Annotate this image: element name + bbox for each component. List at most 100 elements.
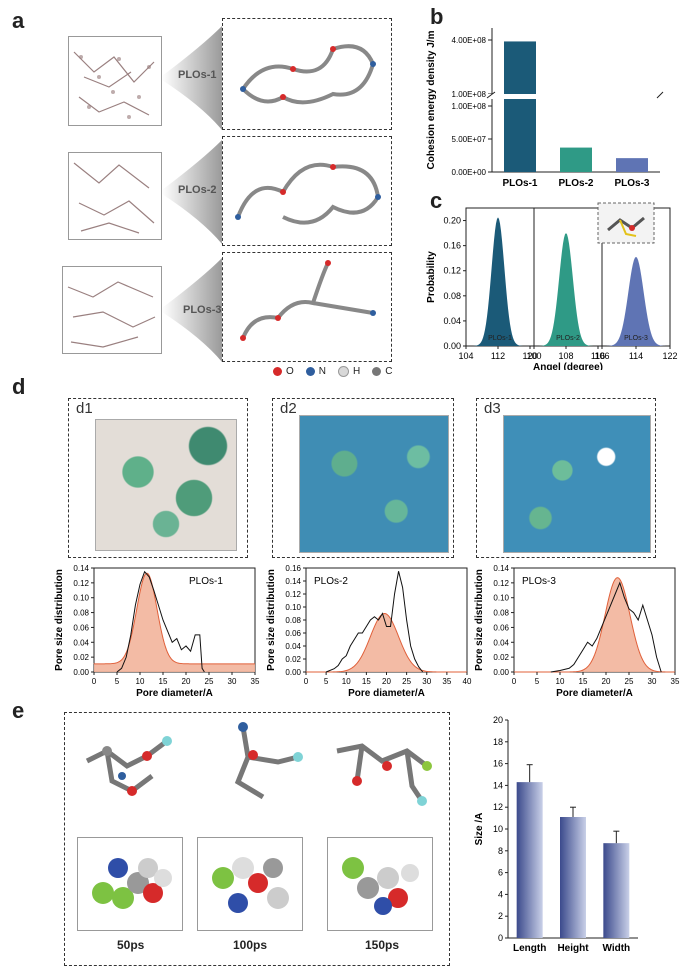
x-tick-label: 40	[463, 677, 472, 686]
panel-label-b: b	[430, 4, 444, 29]
zoom-wedge-1	[162, 26, 222, 130]
x-tick-label: 120	[522, 351, 537, 361]
nitrogen-dot-icon	[305, 367, 315, 376]
label-plos-2: PLOs-2	[178, 184, 217, 196]
y-tick-label: 0.14	[493, 564, 509, 573]
y-tick-label: 0.10	[285, 603, 301, 612]
fit-curve	[514, 577, 676, 673]
molecule-150ps	[336, 743, 432, 806]
molecule-box-1	[222, 18, 392, 130]
chart-e: 0 2 4 6 8 10 12 14 16 18 20 Length Height Width Size /…	[474, 715, 638, 954]
x-tick-label: 20	[602, 677, 611, 686]
y-tick-label: 0.04	[73, 638, 89, 647]
pore-render-3	[503, 415, 651, 553]
panel-label-a: a	[12, 8, 25, 33]
legend-o: O	[286, 366, 294, 377]
x-tick-label: 35	[442, 677, 451, 686]
x-tick-label: PLOs-1	[502, 178, 537, 189]
time-150ps: 150ps	[365, 938, 400, 952]
y-tick-label: 5.00E+07	[452, 135, 487, 144]
y-tick-label: 0.04	[443, 316, 461, 326]
x-tick-label: 10	[136, 677, 145, 686]
y-tick-label: 0.06	[493, 623, 509, 632]
y-tick-label: 0.12	[493, 579, 509, 588]
chart-d3: 0.00 0.02 0.04 0.06 0.08 0.10 0.12 0.14 0 5 10 15 20…	[474, 564, 680, 699]
x-tick-label: PLOs-3	[614, 178, 649, 189]
x-tick-label: 10	[342, 677, 351, 686]
y-tick-label: 0.04	[493, 638, 509, 647]
bar	[560, 147, 592, 172]
x-tick-label: 30	[648, 677, 657, 686]
label-plos-3: PLOs-3	[183, 304, 222, 316]
spacefill-100ps	[197, 837, 303, 931]
pore-box-2	[272, 398, 454, 558]
spacefill-150ps	[327, 837, 433, 931]
y-tick-label: 0.20	[443, 216, 461, 226]
x-tick-label: 25	[625, 677, 634, 686]
y-tick-label: 1.00E+08	[452, 102, 487, 111]
zoom-wedge-2	[162, 140, 222, 244]
y-axis-label: Cohesion energy density J/m	[426, 30, 437, 169]
x-tick-label: 30	[228, 677, 237, 686]
y-tick-label: 0.06	[73, 623, 89, 632]
fit-area	[306, 613, 467, 672]
series-label: PLOs-2	[314, 576, 348, 587]
x-tick-label: 0	[512, 677, 517, 686]
panel-label-d: d	[12, 374, 26, 399]
x-tick-label: 116	[591, 351, 605, 361]
x-axis-label: Angel (degree)	[533, 362, 603, 370]
y-axis-label: Probability	[426, 251, 437, 303]
legend-c: C	[385, 366, 393, 377]
y-axis-label: Pore size distribution	[54, 569, 65, 671]
fit-curve	[306, 612, 467, 673]
y-tick-label: 0.00	[73, 668, 89, 677]
legend-h: H	[353, 366, 361, 377]
y-tick-label: 1.00E+08	[452, 90, 487, 99]
y-tick-label: 0.00	[443, 341, 461, 351]
y-tick-label: 0.12	[285, 590, 301, 599]
x-tick-label: 35	[251, 677, 260, 686]
pore-box-1	[68, 398, 248, 558]
snapshot-box: 50ps 100ps 150ps	[64, 712, 450, 966]
y-tick-label: 0.04	[285, 642, 301, 651]
y-tick-label: 0.14	[73, 564, 89, 573]
pore-render-2	[299, 415, 449, 553]
y-tick-label: 2	[498, 911, 503, 921]
zoom-wedge-3	[162, 258, 222, 362]
series-label: PLOs-2	[556, 335, 580, 342]
y-tick-label: 12	[493, 802, 503, 812]
molecule-inset	[597, 202, 655, 244]
y-tick-label: 0.16	[285, 564, 301, 573]
distribution-line	[325, 571, 424, 673]
y-axis-label: Pore size distribution	[474, 569, 485, 671]
sub-label-d3: d3	[484, 400, 501, 417]
atom-legend: O N H C	[273, 366, 392, 377]
y-tick-label: 0.12	[73, 579, 89, 588]
x-tick-label: 20	[182, 677, 191, 686]
pore-render-1	[95, 419, 237, 551]
bar	[616, 158, 648, 172]
x-tick-label: 20	[382, 677, 391, 686]
y-tick-label: 0.08	[285, 616, 301, 625]
y-tick-label: 0.00E+00	[452, 168, 487, 177]
y-tick-label: 0.08	[493, 609, 509, 618]
density-area	[602, 256, 670, 346]
distribution-line	[550, 581, 662, 673]
x-tick-label: 15	[579, 677, 588, 686]
x-tick-label: Length	[513, 943, 546, 954]
molecule-box-3	[222, 252, 392, 362]
x-tick-label: 100	[526, 351, 541, 361]
y-tick-label: 18	[493, 737, 503, 747]
y-tick-label: 0.00	[285, 668, 301, 677]
y-tick-label: 8	[498, 846, 503, 856]
y-tick-label: 0	[498, 933, 503, 943]
x-tick-label: 25	[205, 677, 214, 686]
sub-label-d2: d2	[280, 400, 297, 417]
x-tick-label: 15	[362, 677, 371, 686]
label-plos-1: PLOs-1	[178, 69, 217, 81]
x-tick-label: 35	[671, 677, 680, 686]
y-tick-label: 0.02	[73, 653, 89, 662]
y-axis-label: Size /A	[474, 813, 485, 846]
x-tick-label: 108	[558, 351, 573, 361]
panel-label-e: e	[12, 698, 25, 723]
